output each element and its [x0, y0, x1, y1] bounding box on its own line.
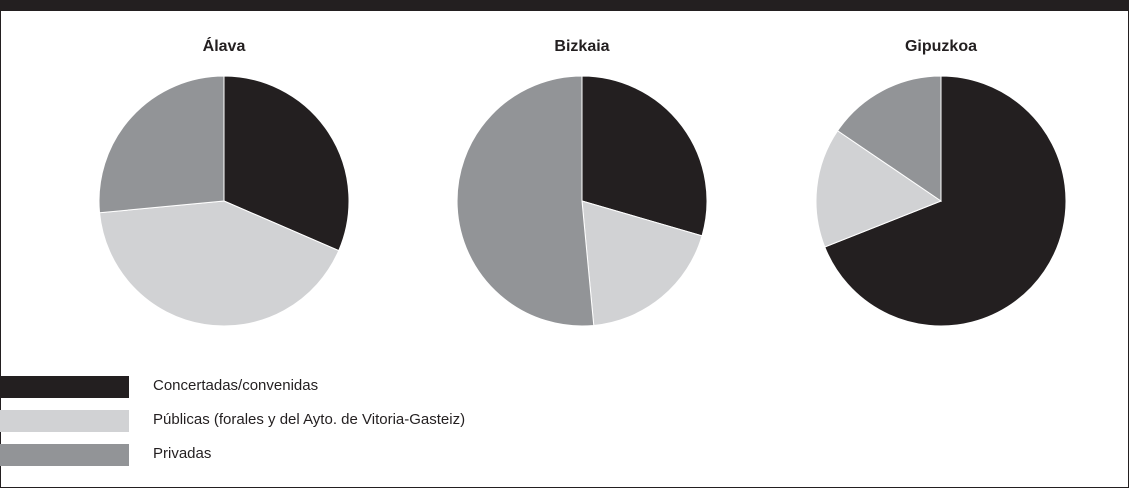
- pie-slice-alava-privadas: [98, 75, 225, 214]
- legend-item-publicas: Públicas (forales y del Ayto. de Vitoria…: [0, 406, 700, 434]
- legend-label-concertadas: Concertadas/convenidas: [153, 377, 319, 394]
- legend-swatch-concertadas: [0, 376, 129, 398]
- legend-swatch-publicas: [0, 410, 129, 432]
- pie-slice-alava-concertadas: [223, 75, 350, 252]
- pie-slice-bizkaia-publicas: [581, 200, 703, 326]
- header-bar: [0, 0, 1129, 11]
- pie-title-alava: Álava: [202, 38, 246, 55]
- pie-slice-gipuzkoa-concertadas: [824, 75, 1067, 327]
- legend-label-publicas: Públicas (forales y del Ayto. de Vitoria…: [153, 411, 466, 428]
- pie-slice-bizkaia-privadas: [456, 75, 595, 327]
- pie-title-gipuzkoa: Gipuzkoa: [904, 38, 977, 55]
- pie-alava: [98, 75, 350, 327]
- pie-slice-bizkaia-concertadas: [581, 75, 708, 237]
- pie-slice-gipuzkoa-privadas: [836, 75, 942, 202]
- legend-item-privadas: Privadas: [0, 440, 700, 468]
- pie-title-bizkaia: Bizkaia: [554, 38, 610, 55]
- pie-gipuzkoa: [815, 75, 1067, 327]
- legend-label-privadas: Privadas: [153, 445, 212, 462]
- pie-charts: [98, 75, 1067, 327]
- legend-item-concertadas: Concertadas/convenidas: [0, 372, 700, 400]
- pie-slice-gipuzkoa-publicas: [815, 130, 943, 248]
- legend-swatch-privadas: [0, 444, 129, 466]
- pie-slice-alava-publicas: [99, 200, 340, 327]
- pie-bizkaia: [456, 75, 708, 327]
